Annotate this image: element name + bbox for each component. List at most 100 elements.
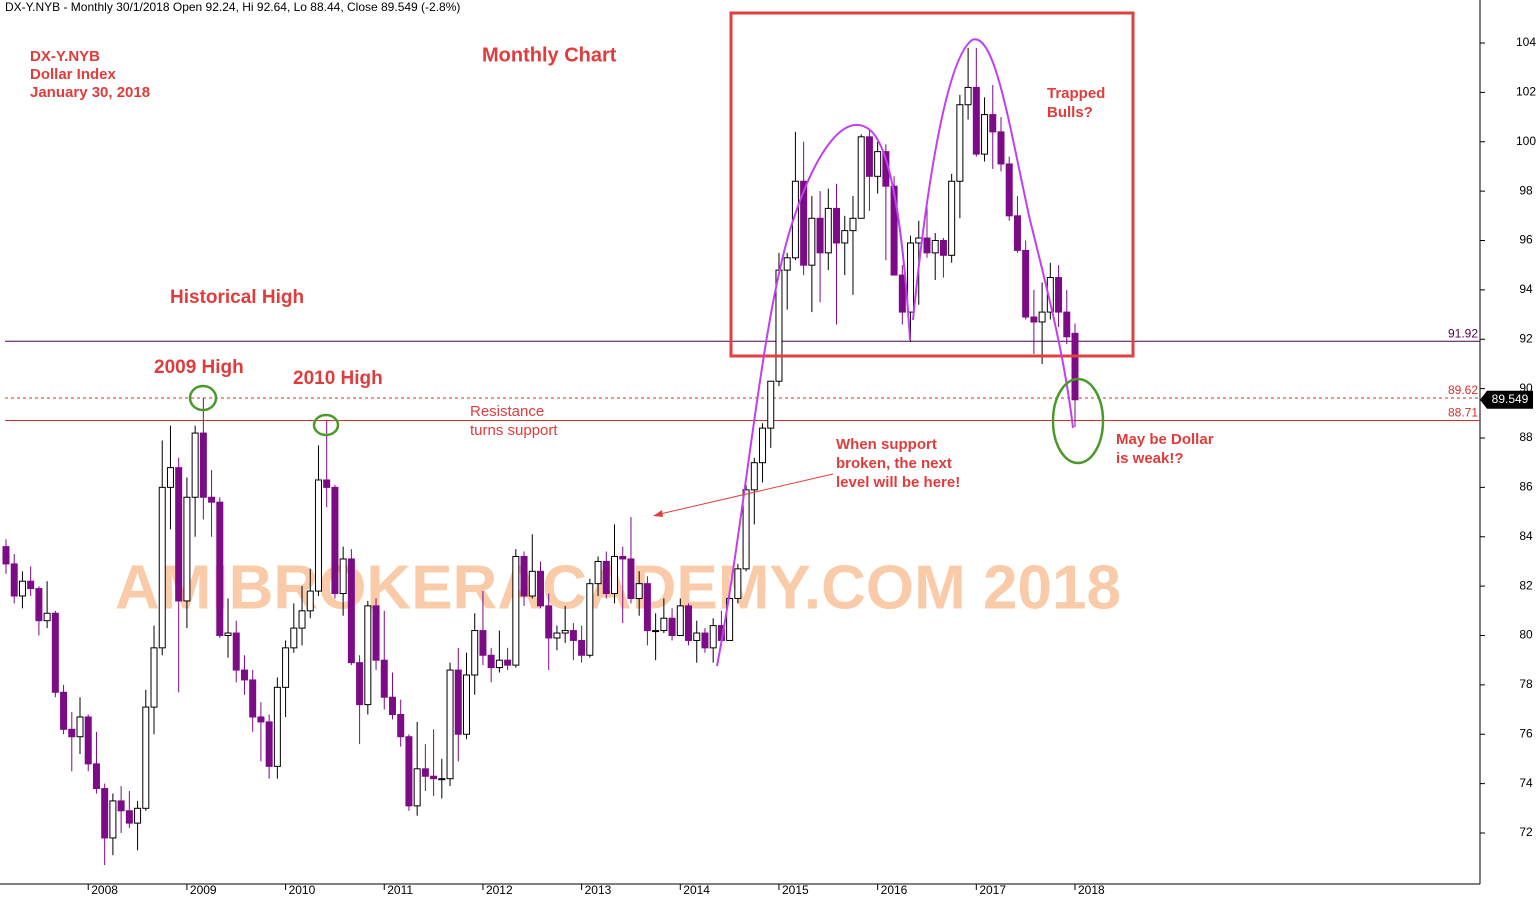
candle-body [84,716,92,765]
candle-body [750,462,758,491]
candle-body [216,501,224,636]
candle-body [166,467,174,488]
candle-body [504,659,512,666]
candle-body [232,632,240,671]
y-tick-label: 76 [1519,726,1533,740]
candle-body [668,617,676,636]
candle-body [981,114,989,155]
arch-curve [716,123,911,667]
candle-body [1005,163,1013,217]
y-tick-label: 82 [1519,578,1533,592]
annotation: May be Dollar [1116,431,1214,448]
highlight-box [729,11,1135,358]
x-tick-label: 2017 [979,883,1006,897]
candle-body [471,630,479,676]
y-tick-label: 74 [1519,776,1533,790]
candle-body [364,605,372,706]
x-tick-label: 2012 [486,883,513,897]
x-tick-label: 2008 [91,883,118,897]
arrow-head [653,510,663,517]
annotation: Bulls? [1047,104,1093,121]
y-tick-label: 92 [1519,331,1533,345]
level-label: 91.92 [1448,326,1478,340]
candle-body [890,185,898,276]
candle-body [685,605,693,641]
candle-body [158,486,166,649]
x-tick-label: 2011 [387,883,413,897]
candle-body [997,131,1005,165]
candle-body [438,778,446,781]
y-tick-label: 84 [1519,529,1533,543]
candle-body [183,496,191,602]
candle-body [841,230,849,244]
candle-body [421,768,429,777]
candle-body [594,560,602,585]
candle-body [643,583,651,632]
candle-body [413,768,421,807]
candle-body [824,207,832,254]
candle-body [816,217,824,254]
x-tick-label: 2018 [1078,883,1105,897]
annotation: Historical High [170,287,304,308]
candle-body [150,647,158,708]
candle-body [907,242,915,313]
candle-body [512,556,520,666]
candle-body [191,432,199,498]
candle-body [60,691,68,730]
candle-body [314,479,322,592]
candle-body [273,686,281,767]
annotation: is weak!? [1116,450,1184,467]
candle-body [652,630,660,633]
candle-body [578,639,586,656]
candle-body [1055,277,1063,313]
candle-body [808,217,816,266]
candle-body [857,136,865,219]
candle-body [619,556,627,560]
candle-body [931,240,939,254]
y-tick-label: 72 [1519,825,1533,839]
candle-body [693,632,701,641]
candle-body [92,763,100,790]
arch-curve [912,38,1074,429]
annotation: turns support [470,422,558,439]
y-tick-label: 102 [1516,85,1536,99]
candle-body [972,86,980,155]
candle-body [208,496,216,503]
candle-body [109,800,117,839]
candle-body [660,617,668,632]
candle-body [734,568,742,599]
candle-body [783,257,791,271]
candle-body [759,427,767,464]
y-tick-label: 80 [1519,628,1533,642]
candle-body [537,570,544,607]
highlight-circle [1051,377,1105,465]
candle-body [35,588,43,622]
candle-body [611,556,619,595]
candle-body [495,659,503,669]
annotation: January 30, 2018 [30,84,150,101]
annotation: level will be here! [836,474,960,491]
candle-body [1030,316,1038,323]
candle-body [989,114,997,133]
y-tick-label: 78 [1519,677,1533,691]
candle-body [76,716,84,738]
candle-body [331,486,339,595]
candle-body [676,605,684,636]
candle-body [257,716,265,723]
candle-body [446,669,454,780]
candle-body [528,570,536,597]
candle-body [265,721,273,767]
candle-body [306,590,314,612]
candle-body [117,800,125,812]
candle-body [290,627,298,649]
x-tick-label: 2016 [881,883,908,897]
y-tick-label: 104 [1516,35,1536,49]
candle-body [298,610,306,629]
candle-body [405,736,413,807]
candle-body [18,580,26,597]
candle-body [964,86,972,106]
candle-body [1038,311,1046,323]
candle-body [282,647,290,688]
